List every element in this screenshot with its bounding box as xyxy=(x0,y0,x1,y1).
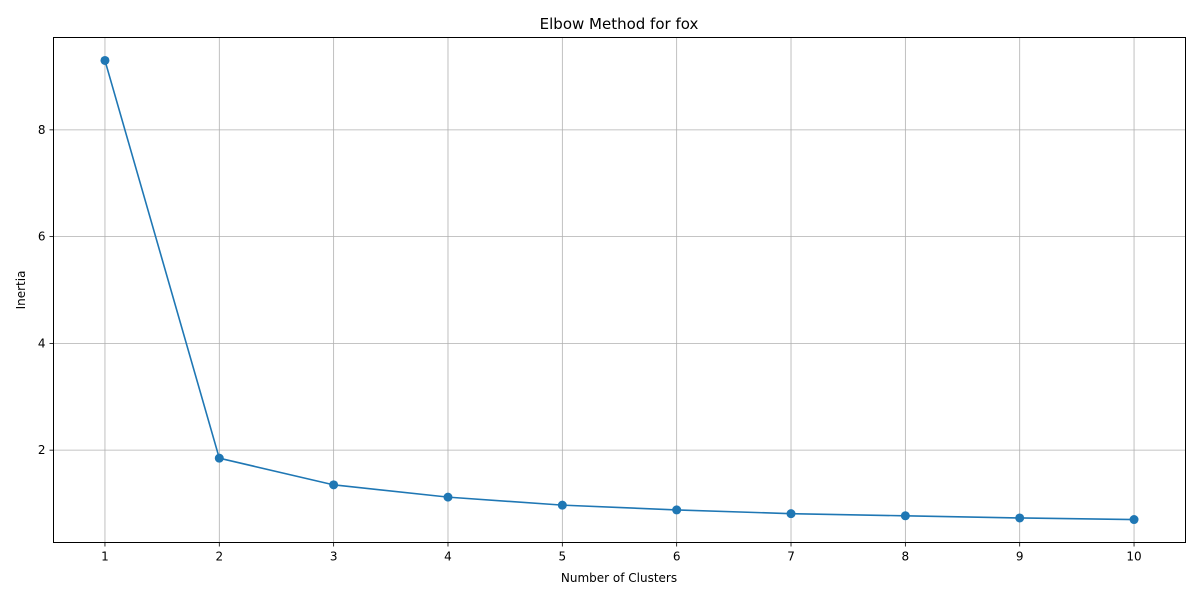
data-point xyxy=(443,492,453,502)
x-axis-label: Number of Clusters xyxy=(561,571,677,585)
chart-title: Elbow Method for fox xyxy=(540,15,699,33)
x-tick-label: 3 xyxy=(330,550,338,564)
y-tick-label: 8 xyxy=(38,123,46,137)
data-point xyxy=(214,453,224,463)
x-tick-label: 7 xyxy=(787,550,795,564)
grid-layer xyxy=(53,37,1186,543)
x-tick-label: 9 xyxy=(1016,550,1024,564)
data-point xyxy=(329,480,339,490)
data-point xyxy=(100,55,110,65)
x-tick-label: 6 xyxy=(673,550,681,564)
series-line xyxy=(104,60,1135,521)
x-tick-label: 10 xyxy=(1126,550,1141,564)
y-tick-label: 6 xyxy=(38,230,46,244)
data-point xyxy=(672,505,682,515)
data-point xyxy=(1015,513,1025,523)
x-tick-label: 1 xyxy=(101,550,109,564)
x-tick-label: 2 xyxy=(215,550,223,564)
x-tick-label: 5 xyxy=(559,550,567,564)
x-tick-label: 8 xyxy=(902,550,910,564)
axes-frame xyxy=(53,37,1186,543)
y-axis-label: Inertia xyxy=(14,271,28,310)
data-point xyxy=(900,511,910,521)
y-tick-label: 4 xyxy=(38,336,46,350)
data-point xyxy=(786,509,796,519)
series-layer xyxy=(100,55,1139,525)
data-point xyxy=(1129,515,1139,525)
data-point xyxy=(557,500,567,510)
ticks-layer: 1 2 3 4 5 6 7 8 9 10 2 4 6 8 xyxy=(38,123,1142,564)
y-tick-label: 2 xyxy=(38,443,46,457)
x-tick-label: 4 xyxy=(444,550,452,564)
